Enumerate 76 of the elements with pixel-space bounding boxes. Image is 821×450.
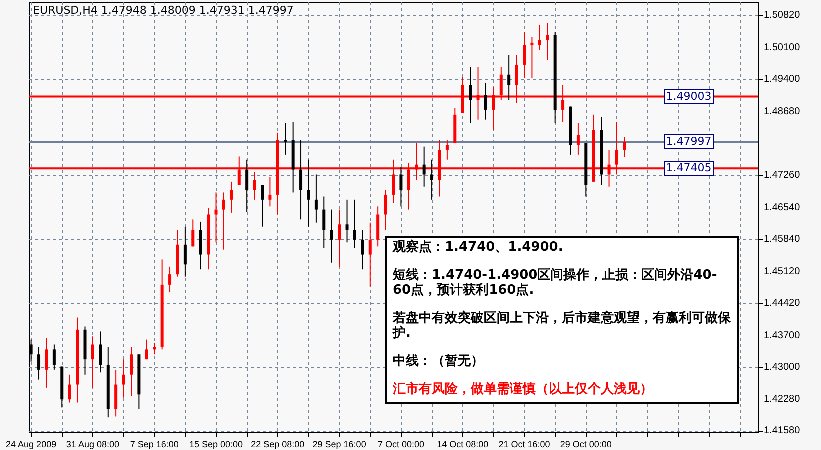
candlestick	[368, 222, 372, 288]
ref-line-label: 1.49003	[666, 90, 712, 103]
candlestick	[338, 209, 342, 268]
y-tick-label: 1.49400	[764, 74, 801, 85]
annotation: 汇市有风险，做单需谨慎（以上仅个人浅见）	[393, 382, 654, 397]
ref-line-label: 1.47405	[666, 162, 712, 175]
candlestick	[484, 82, 488, 120]
candlestick	[330, 209, 334, 264]
candlestick	[307, 159, 310, 228]
y-tick-label: 1.50820	[764, 10, 801, 22]
ref-line-label: 1.47997	[666, 135, 712, 148]
candlestick	[576, 122, 580, 156]
x-tick-label: 29 Sep 16:00	[312, 440, 366, 450]
candlestick	[222, 192, 226, 250]
candlestick	[284, 122, 288, 156]
x-tick-label: 15 Sep 00:00	[189, 440, 244, 450]
candlestick	[546, 22, 550, 61]
y-tick-label: 1.46540	[764, 202, 801, 214]
candlestick	[268, 176, 272, 208]
x-tick-label: 22 Sep 08:00	[251, 440, 305, 450]
candlestick	[523, 32, 526, 79]
candlestick	[322, 196, 326, 249]
candlestick	[153, 342, 156, 356]
x-tick-label: 7 Sep 16:00	[130, 440, 179, 450]
y-tick-label: 1.47260	[764, 170, 801, 182]
candlestick	[184, 226, 187, 278]
y-tick-label: 1.43700	[764, 330, 801, 342]
candlestick	[430, 159, 434, 200]
x-tick-label: 7 Oct 00:00	[378, 440, 424, 450]
y-tick-label: 1.45840	[764, 234, 801, 246]
candlestick	[145, 339, 148, 360]
candlestick	[38, 346, 41, 380]
candlestick	[361, 230, 364, 270]
candlestick	[52, 344, 56, 370]
chart-title: EURUSD,H4 1.47948 1.48009 1.47931 1.47997	[33, 4, 294, 17]
y-tick-label: 1.48680	[764, 106, 801, 118]
candlestick	[214, 192, 218, 244]
candlestick	[446, 140, 449, 160]
candlestick	[253, 172, 256, 200]
y-tick-label: 1.41580	[764, 426, 801, 437]
y-tick-label: 1.43000	[764, 362, 801, 373]
candlestick	[230, 181, 234, 214]
candlestick	[469, 66, 472, 124]
y-tick-label: 1.45120	[764, 266, 801, 278]
x-tick-label: 21 Oct 16:00	[498, 440, 550, 450]
candlestick	[122, 359, 126, 398]
x-tick-label: 14 Oct 08:00	[437, 440, 489, 450]
y-tick-label: 1.42280	[764, 394, 801, 406]
candlestick	[45, 337, 48, 388]
candlestick	[384, 190, 388, 231]
candlestick	[130, 346, 133, 397]
candlestick	[400, 166, 403, 208]
y-tick-label: 1.44420	[764, 298, 801, 309]
candlestick	[300, 140, 303, 220]
candlestick	[314, 174, 318, 224]
candlestick	[508, 54, 511, 101]
candlestick	[168, 266, 172, 294]
annotation: 若盘中有效突破区间上下沿，后市建意观望，有赢利可做保护.	[393, 311, 731, 341]
x-tick-label: 31 Aug 08:00	[66, 440, 120, 450]
candlestick	[623, 136, 626, 158]
candlestick	[260, 184, 264, 228]
candlestick	[91, 336, 94, 388]
annotation: 短线：1.4740-1.4900区间操作，止损：区间外沿40-60点，预计获利160点.	[393, 268, 718, 298]
candlestick	[422, 146, 426, 188]
candlestick	[538, 24, 542, 51]
y-tick-label: 1.50100	[764, 42, 801, 54]
candlestick	[68, 374, 72, 404]
candlestick	[346, 199, 349, 244]
annotation: 中线：（暂无）	[393, 354, 485, 369]
x-tick-label: 24 Aug 2009	[6, 440, 57, 450]
candlestick	[192, 219, 195, 248]
annotation: 观察点：1.4740、1.4900.	[393, 240, 564, 255]
x-tick-label: 29 Oct 00:00	[560, 440, 612, 450]
candlestick	[353, 199, 356, 249]
candlestick	[246, 159, 249, 213]
candlestick	[99, 331, 102, 374]
